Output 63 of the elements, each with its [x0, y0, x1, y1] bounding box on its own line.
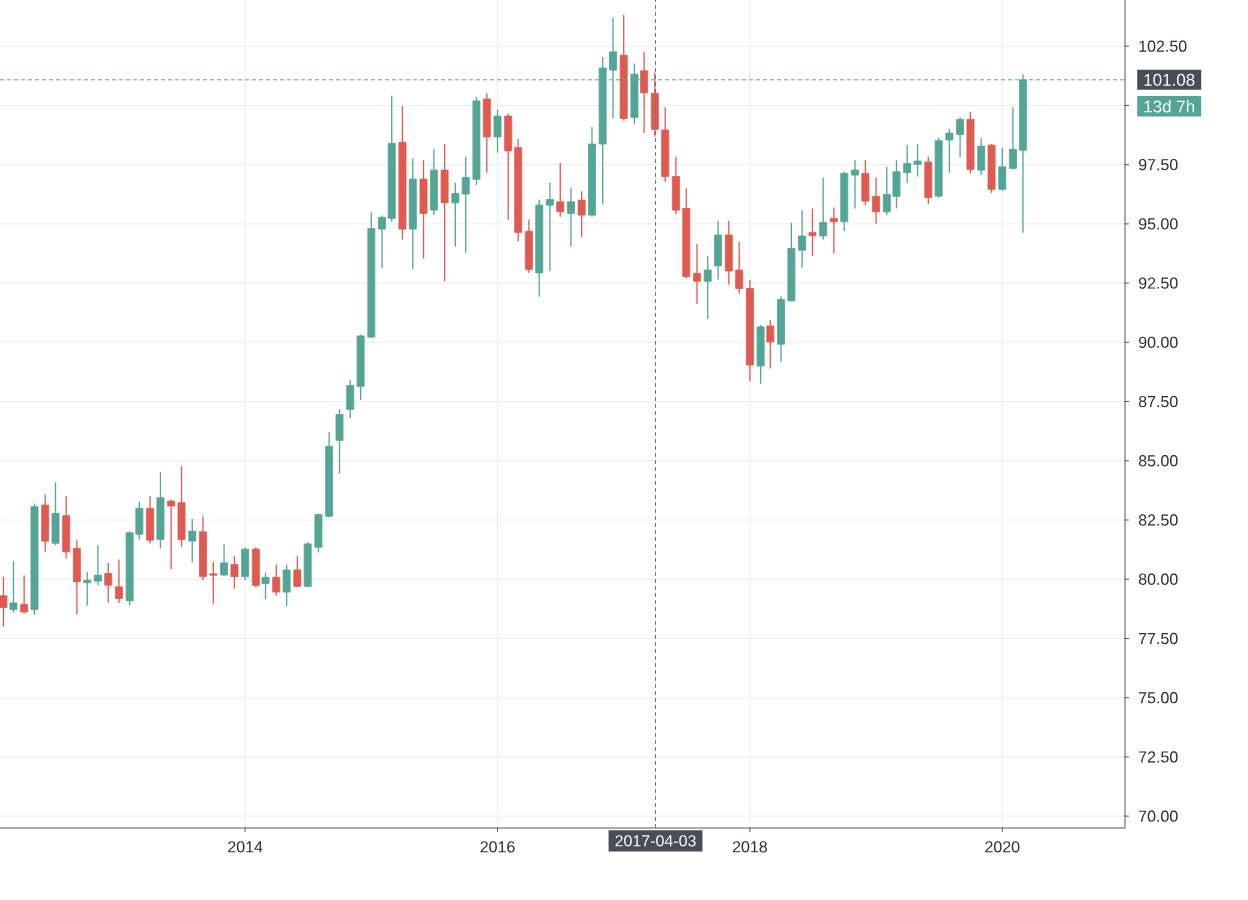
candlestick: [93, 544, 102, 586]
candlestick: [556, 162, 565, 218]
candlestick: [872, 176, 881, 225]
candlestick: [378, 214, 386, 269]
y-tick-label: 85.00: [1138, 455, 1178, 467]
candlestick: [735, 241, 744, 295]
candlestick: [461, 156, 470, 254]
candlestick: [819, 176, 828, 241]
x-tick-label: 2014: [228, 841, 263, 853]
candlestick: [567, 186, 575, 248]
candlestick: [272, 563, 281, 597]
candlestick: [230, 555, 239, 590]
candlestick: [829, 206, 838, 255]
candlestick: [451, 181, 460, 248]
y-tick-label: 97.50: [1138, 158, 1178, 171]
text: 13d 7h: [1144, 100, 1195, 113]
x-tick-label: 2016: [480, 841, 515, 853]
y-tick-label: 80.00: [1138, 573, 1178, 585]
ref-line-label: 101.08: [1144, 73, 1195, 86]
candlestick: [209, 561, 218, 605]
candlestick: [293, 555, 302, 588]
y-tick-label: 82.50: [1138, 514, 1178, 526]
candlestick: [0, 576, 8, 628]
candlestick: [1009, 106, 1017, 171]
ref-line-label: 2017-04-03: [615, 835, 696, 847]
y-tick-label: 90.00: [1138, 336, 1178, 348]
candlestick: [913, 143, 922, 178]
y-tick-label: 77.50: [1139, 632, 1178, 645]
candlestick: [115, 558, 123, 604]
candlestick: [808, 207, 817, 257]
candlestick: [703, 255, 712, 320]
y-tick-label: 72.50: [1139, 751, 1178, 763]
candlestick: [261, 571, 270, 600]
candlestick: [903, 144, 912, 185]
y-tick-label: 75.00: [1139, 692, 1178, 704]
x-tick-label: 2018: [732, 841, 767, 853]
candlestick: [20, 574, 29, 615]
candlestick: [798, 209, 807, 269]
candlestick: [220, 543, 228, 577]
y-tick-label: 102.50: [1139, 40, 1187, 52]
y-tick-label: 95.00: [1138, 218, 1178, 230]
candlestick: [346, 379, 355, 419]
candlestick: [977, 137, 986, 176]
candlestick: [766, 319, 775, 370]
x-tick-label: 2020: [985, 841, 1020, 853]
y-tick-label: 87.50: [1138, 395, 1178, 408]
candlestick: [640, 51, 649, 134]
candlestick: [693, 243, 701, 305]
candlestick: [104, 562, 113, 604]
candlestick: [851, 159, 859, 210]
candlestick: [956, 116, 965, 158]
candlestick: [282, 563, 291, 607]
candlestick: [545, 181, 554, 272]
candlestick: [167, 498, 176, 570]
candlestick: [9, 560, 18, 614]
y-tick-label: 92.50: [1138, 277, 1178, 289]
candlestick: [83, 571, 92, 607]
y-tick-label: 70.00: [1139, 810, 1178, 822]
candlestick: [945, 128, 954, 174]
candlestick: [577, 190, 586, 238]
candlestick: [493, 109, 502, 154]
candlestick: [188, 518, 197, 564]
candlestick: [998, 147, 1007, 192]
